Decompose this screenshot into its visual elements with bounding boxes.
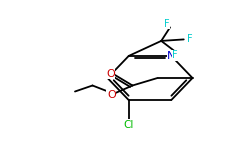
Text: Cl: Cl (124, 120, 134, 130)
Text: O: O (106, 69, 115, 79)
Text: F: F (164, 19, 170, 29)
Text: O: O (107, 90, 116, 99)
Text: N: N (167, 51, 175, 61)
Text: F: F (172, 50, 178, 60)
Text: F: F (187, 34, 193, 44)
